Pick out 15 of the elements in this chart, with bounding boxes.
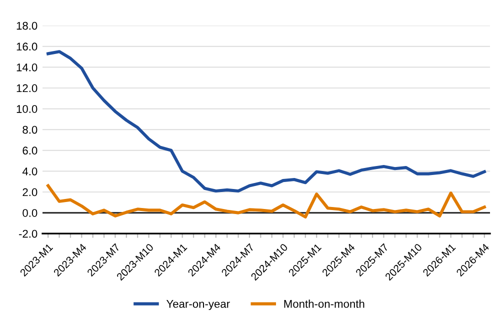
y-tick-label: 2.0	[22, 188, 38, 196]
y-tick-label: 4.0	[22, 167, 38, 176]
line-series	[46, 184, 486, 218]
y-tick-label: 10.0	[16, 105, 38, 113]
y-tick-label: 18.0	[16, 22, 38, 30]
legend-label: Month-on-month	[284, 300, 364, 308]
y-tick-label: 16.0	[16, 42, 38, 51]
y-tick-label: 12.0	[16, 84, 38, 92]
y-tick-label: 8.0	[22, 126, 38, 134]
line-series	[46, 50, 486, 192]
y-tick-label: 6.0	[22, 146, 38, 155]
legend-label: Year-on-year	[166, 300, 230, 310]
y-tick-label: -2.0	[18, 230, 38, 238]
y-tick-label: 0.0	[22, 209, 38, 217]
y-tick-label: 14.0	[16, 63, 38, 72]
